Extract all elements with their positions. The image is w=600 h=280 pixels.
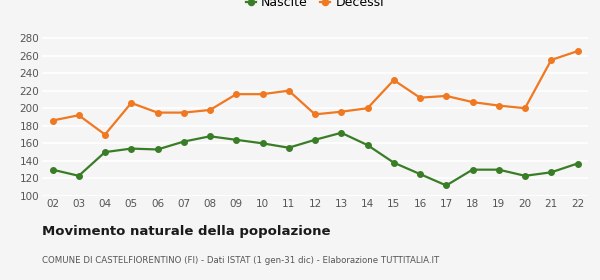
Legend: Nascite, Decessi: Nascite, Decessi <box>241 0 389 14</box>
Decessi <box>311 113 319 116</box>
Decessi <box>75 114 82 117</box>
Nascite <box>521 174 529 178</box>
Nascite <box>101 150 109 154</box>
Nascite <box>206 135 214 138</box>
Decessi <box>128 101 135 105</box>
Nascite <box>49 168 56 171</box>
Nascite <box>128 147 135 150</box>
Nascite <box>574 162 581 165</box>
Line: Decessi: Decessi <box>50 48 580 137</box>
Decessi <box>364 106 371 110</box>
Decessi <box>574 50 581 53</box>
Decessi <box>233 92 240 96</box>
Nascite <box>416 172 424 176</box>
Nascite <box>285 146 292 150</box>
Line: Nascite: Nascite <box>50 130 580 188</box>
Nascite <box>390 161 397 164</box>
Decessi <box>338 110 345 113</box>
Nascite <box>75 174 82 178</box>
Decessi <box>101 133 109 136</box>
Nascite <box>495 168 502 171</box>
Nascite <box>180 140 187 143</box>
Nascite <box>311 138 319 141</box>
Nascite <box>469 168 476 171</box>
Nascite <box>443 184 450 187</box>
Nascite <box>548 171 555 174</box>
Decessi <box>285 89 292 92</box>
Nascite <box>259 142 266 145</box>
Text: Movimento naturale della popolazione: Movimento naturale della popolazione <box>42 225 331 238</box>
Nascite <box>154 148 161 151</box>
Decessi <box>548 58 555 62</box>
Decessi <box>259 92 266 96</box>
Decessi <box>49 119 56 122</box>
Text: COMUNE DI CASTELFIORENTINO (FI) - Dati ISTAT (1 gen-31 dic) - Elaborazione TUTTI: COMUNE DI CASTELFIORENTINO (FI) - Dati I… <box>42 256 439 265</box>
Nascite <box>364 143 371 147</box>
Decessi <box>469 101 476 104</box>
Decessi <box>180 111 187 114</box>
Decessi <box>390 78 397 82</box>
Nascite <box>338 131 345 134</box>
Nascite <box>233 138 240 141</box>
Decessi <box>416 96 424 99</box>
Decessi <box>495 104 502 107</box>
Decessi <box>154 111 161 114</box>
Decessi <box>521 106 529 110</box>
Decessi <box>443 94 450 98</box>
Decessi <box>206 108 214 112</box>
